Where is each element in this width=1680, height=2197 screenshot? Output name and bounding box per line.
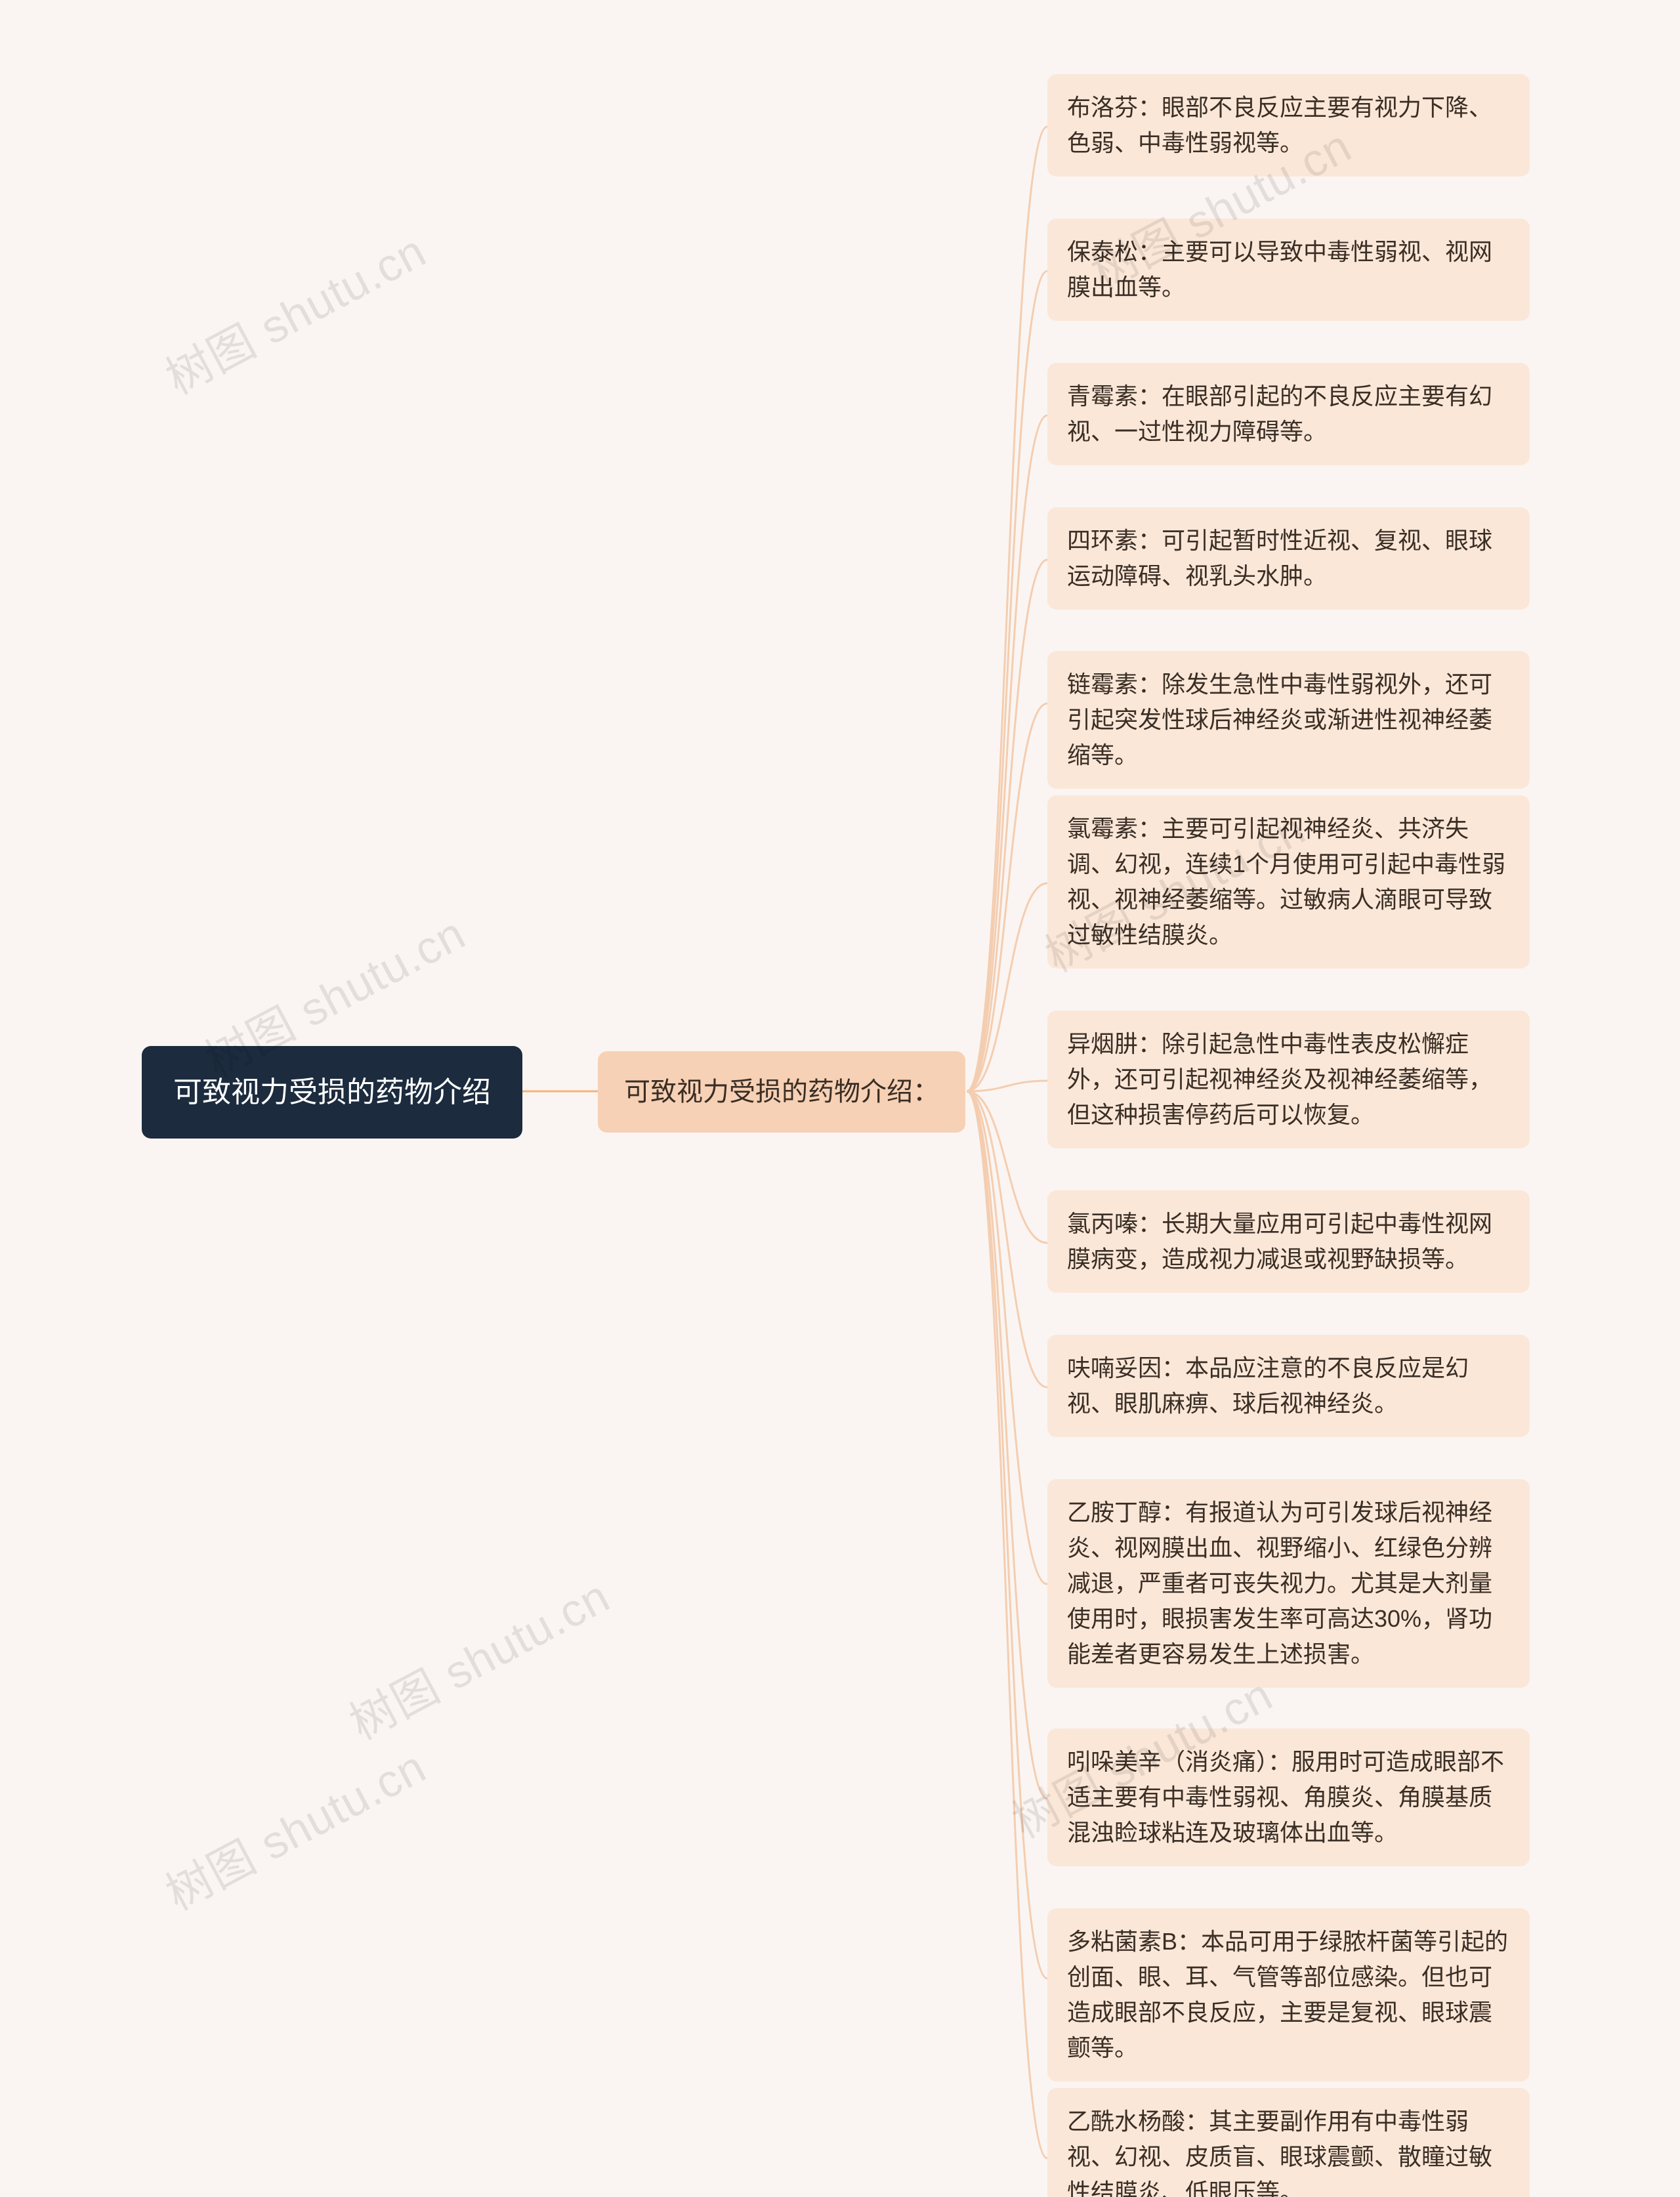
leaf-node: 布洛芬：眼部不良反应主要有视力下降、色弱、中毒性弱视等。 <box>1047 74 1530 177</box>
leaf-node: 青霉素：在眼部引起的不良反应主要有幻视、一过性视力障碍等。 <box>1047 363 1530 465</box>
leaf-node: 异烟肼：除引起急性中毒性表皮松懈症外，还可引起视神经炎及视神经萎缩等，但这种损害… <box>1047 1011 1530 1148</box>
root-node: 可致视力受损的药物介绍 <box>142 1046 522 1139</box>
leaf-node: 链霉素：除发生急性中毒性弱视外，还可引起突发性球后神经炎或渐进性视神经萎缩等。 <box>1047 651 1530 789</box>
leaf-node: 乙酰水杨酸：其主要副作用有中毒性弱视、幻视、皮质盲、眼球震颤、散瞳过敏性结膜炎、… <box>1047 2088 1530 2197</box>
leaf-node: 吲哚美辛（消炎痛）：服用时可造成眼部不适主要有中毒性弱视、角膜炎、角膜基质混浊睑… <box>1047 1728 1530 1866</box>
watermark: 树图 shutu.cn <box>153 1731 436 1923</box>
leaf-node: 保泰松：主要可以导致中毒性弱视、视网膜出血等。 <box>1047 219 1530 321</box>
mindmap-canvas: 可致视力受损的药物介绍 可致视力受损的药物介绍： 布洛芬：眼部不良反应主要有视力… <box>0 0 1680 2197</box>
leaf-node: 乙胺丁醇：有报道认为可引发球后视神经炎、视网膜出血、视野缩小、红绿色分辨减退，严… <box>1047 1479 1530 1688</box>
branch-node: 可致视力受损的药物介绍： <box>598 1051 965 1133</box>
leaf-node: 氯丙嗪：长期大量应用可引起中毒性视网膜病变，造成视力减退或视野缺损等。 <box>1047 1190 1530 1293</box>
leaf-node: 四环素：可引起暂时性近视、复视、眼球运动障碍、视乳头水肿。 <box>1047 507 1530 610</box>
watermark: 树图 shutu.cn <box>153 215 436 408</box>
leaf-node: 氯霉素：主要可引起视神经炎、共济失调、幻视，连续1个月使用可引起中毒性弱视、视神… <box>1047 795 1530 969</box>
leaf-node: 呋喃妥因：本品应注意的不良反应是幻视、眼肌麻痹、球后视神经炎。 <box>1047 1335 1530 1437</box>
leaf-node: 多粘菌素B：本品可用于绿脓杆菌等引起的创面、眼、耳、气管等部位感染。但也可造成眼… <box>1047 1908 1530 2082</box>
watermark: 树图 shutu.cn <box>337 1560 620 1753</box>
